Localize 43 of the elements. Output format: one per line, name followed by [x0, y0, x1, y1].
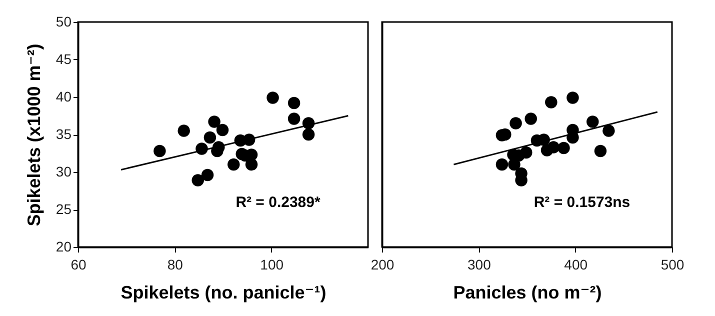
y-tick-label: 30 [56, 164, 72, 180]
point [510, 117, 522, 130]
point [566, 92, 579, 104]
x-tick-label: 80 [167, 256, 184, 272]
x-tick-label: 500 [660, 256, 684, 272]
x-tick-label: 200 [370, 256, 394, 272]
point [558, 142, 570, 154]
y-tick-label: 45 [56, 51, 72, 67]
x-tick-label: 60 [70, 256, 86, 272]
point [302, 128, 315, 141]
annotation: R² = 0.2389* [236, 194, 320, 211]
y-tick-label: 35 [56, 126, 72, 142]
point [288, 96, 300, 110]
point [192, 174, 204, 186]
point [545, 96, 558, 108]
point [178, 124, 190, 137]
point [602, 124, 615, 137]
x-axis-title: Panicles (no m⁻²) [453, 282, 602, 302]
annotation: R² = 0.1573ns [534, 194, 630, 211]
x-axis-title: Spikelets (no. panicle⁻¹) [120, 282, 326, 302]
point [288, 112, 300, 125]
point [201, 168, 214, 182]
y-tick-label: 20 [56, 238, 72, 254]
point [204, 131, 216, 144]
point [496, 158, 508, 171]
point [216, 124, 229, 136]
x-tick-label: 400 [564, 256, 588, 272]
point [594, 144, 607, 158]
point [586, 116, 599, 128]
y-tick-label: 50 [56, 14, 72, 30]
point [524, 112, 537, 125]
point [208, 116, 220, 128]
x-tick-label: 100 [260, 256, 284, 272]
point [547, 141, 560, 154]
y-axis-title: Spikelets (x1000 m⁻²) [24, 44, 44, 226]
y-tick-label: 25 [56, 201, 72, 217]
x-tick-label: 300 [467, 256, 492, 272]
point [154, 144, 166, 158]
y-tick-label: 40 [56, 88, 72, 104]
point [228, 158, 240, 171]
point [245, 158, 258, 171]
point [266, 92, 279, 104]
point [520, 146, 532, 159]
